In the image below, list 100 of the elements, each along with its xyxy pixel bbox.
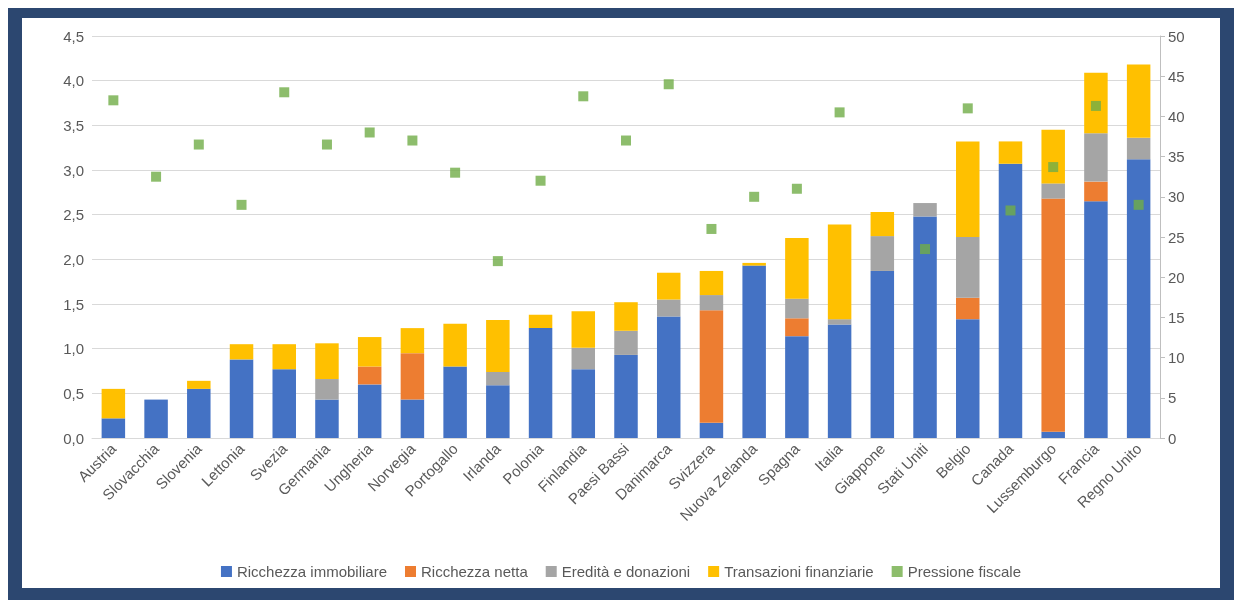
bar bbox=[571, 369, 596, 438]
point bbox=[407, 135, 418, 146]
point bbox=[108, 95, 119, 106]
legend-label: Ricchezza immobiliare bbox=[236, 563, 387, 580]
y-tick-label: 3,0 bbox=[63, 161, 84, 179]
point bbox=[663, 79, 674, 90]
bar bbox=[1041, 198, 1065, 432]
bar bbox=[1084, 72, 1108, 134]
y2-tick-label: 35 bbox=[1168, 148, 1185, 166]
point bbox=[621, 135, 631, 146]
bar bbox=[400, 353, 425, 400]
bar bbox=[656, 316, 681, 438]
point bbox=[321, 139, 332, 150]
point bbox=[1090, 100, 1101, 111]
y-tick-label: 0,0 bbox=[63, 429, 84, 447]
bar bbox=[1084, 133, 1108, 182]
y2-tick-label: 30 bbox=[1168, 188, 1185, 206]
bar bbox=[1041, 129, 1065, 184]
y-tick-label: 1,5 bbox=[63, 295, 84, 313]
bar bbox=[272, 344, 296, 370]
bar bbox=[1084, 181, 1108, 202]
bar bbox=[187, 380, 211, 389]
legend-label: Ricchezza netta bbox=[421, 563, 529, 580]
bar bbox=[956, 319, 980, 438]
point bbox=[1048, 162, 1059, 173]
bar bbox=[956, 141, 980, 237]
y2-tick-label: 20 bbox=[1168, 268, 1185, 286]
point bbox=[236, 199, 247, 210]
bar bbox=[870, 236, 895, 271]
bar bbox=[400, 399, 425, 438]
point bbox=[578, 91, 589, 102]
bar bbox=[785, 336, 809, 438]
bar bbox=[827, 224, 852, 320]
bar bbox=[528, 314, 553, 329]
bar bbox=[1041, 183, 1065, 199]
y-tick-label: 0,5 bbox=[63, 384, 84, 402]
bar bbox=[571, 311, 596, 348]
legend-label: Transazioni finanziarie bbox=[724, 563, 874, 580]
bar bbox=[956, 237, 980, 298]
point bbox=[450, 167, 461, 178]
bar bbox=[699, 422, 724, 438]
bar bbox=[357, 366, 382, 385]
bar bbox=[101, 418, 126, 438]
y-tick-label: 4,0 bbox=[63, 72, 84, 90]
y2-tick-label: 10 bbox=[1168, 349, 1185, 367]
bar bbox=[315, 379, 339, 400]
bar bbox=[1126, 64, 1151, 138]
bar bbox=[699, 310, 724, 423]
point bbox=[193, 139, 204, 150]
y-tick-label: 3,5 bbox=[63, 116, 84, 134]
point bbox=[749, 191, 760, 202]
bar bbox=[614, 354, 638, 438]
bar bbox=[486, 385, 510, 438]
bar bbox=[1041, 431, 1065, 438]
bar bbox=[870, 270, 895, 438]
bar bbox=[998, 141, 1023, 164]
bar bbox=[742, 265, 766, 438]
bar bbox=[870, 211, 895, 237]
point bbox=[706, 223, 717, 234]
y-tick-label: 2,5 bbox=[63, 206, 84, 224]
y2-tick-label: 0 bbox=[1168, 429, 1177, 447]
point bbox=[535, 175, 546, 186]
bar bbox=[1126, 137, 1151, 160]
bar bbox=[656, 299, 681, 317]
bar bbox=[1084, 201, 1108, 438]
bar bbox=[656, 272, 681, 300]
y2-tick-label: 25 bbox=[1168, 228, 1185, 246]
bar bbox=[699, 295, 724, 311]
bar bbox=[400, 328, 425, 354]
point bbox=[1133, 199, 1144, 210]
bar bbox=[827, 319, 852, 325]
bar bbox=[998, 163, 1023, 438]
point bbox=[492, 256, 503, 267]
bar bbox=[486, 320, 510, 372]
bar bbox=[913, 203, 937, 217]
bar bbox=[315, 343, 339, 380]
bar bbox=[101, 388, 126, 419]
bar bbox=[1126, 159, 1151, 438]
bar bbox=[443, 366, 467, 438]
bar bbox=[229, 344, 254, 360]
y2-tick-label: 5 bbox=[1168, 389, 1177, 407]
y-tick-label: 2,0 bbox=[63, 250, 84, 268]
bar bbox=[187, 388, 211, 438]
bar bbox=[614, 330, 638, 355]
bar bbox=[486, 371, 510, 386]
bar bbox=[272, 369, 296, 438]
bar bbox=[144, 399, 168, 438]
y-tick-label: 1,0 bbox=[63, 340, 84, 358]
legend-label: Eredità e donazioni bbox=[561, 563, 691, 580]
point bbox=[920, 244, 931, 255]
bar bbox=[913, 216, 937, 438]
point bbox=[279, 87, 290, 98]
bar bbox=[699, 270, 724, 296]
y2-tick-label: 45 bbox=[1168, 67, 1185, 85]
y2-tick-label: 50 bbox=[1168, 27, 1185, 45]
bar bbox=[827, 324, 852, 438]
bar bbox=[443, 323, 467, 367]
point bbox=[151, 171, 162, 182]
bar bbox=[956, 297, 980, 320]
y-tick-label: 4,5 bbox=[63, 27, 84, 45]
